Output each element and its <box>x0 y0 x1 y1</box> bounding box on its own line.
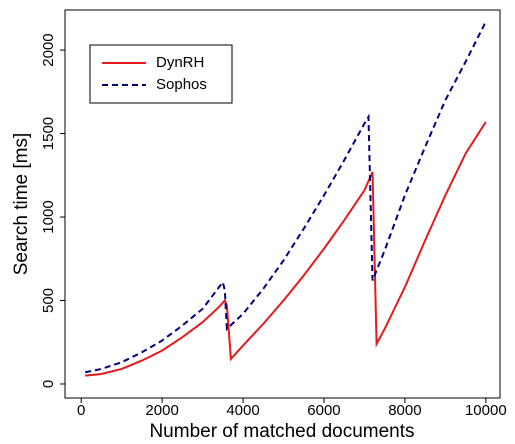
legend-label: Sophos <box>156 76 207 93</box>
x-axis-title: Number of matched documents <box>149 421 414 442</box>
legend-box <box>89 44 233 104</box>
plot-frame <box>64 9 501 399</box>
y-tick-label: 1500 <box>40 117 57 150</box>
x-tick-label: 8000 <box>388 402 421 419</box>
y-tick-label: 0 <box>40 380 57 388</box>
y-tick-label: 500 <box>40 288 57 313</box>
x-tick-label: 2000 <box>145 402 178 419</box>
x-tick-label: 0 <box>77 402 85 419</box>
y-axis-title: Search time [ms] <box>11 133 32 276</box>
x-tick-label: 4000 <box>226 402 259 419</box>
series-line <box>85 21 487 374</box>
x-tick-label: 10000 <box>465 402 507 419</box>
y-tick-label: 1000 <box>40 200 57 233</box>
series-line <box>85 121 487 377</box>
y-tick-label: 2000 <box>40 33 57 66</box>
x-tick-label: 6000 <box>307 402 340 419</box>
legend-label: DynRH <box>156 54 204 71</box>
